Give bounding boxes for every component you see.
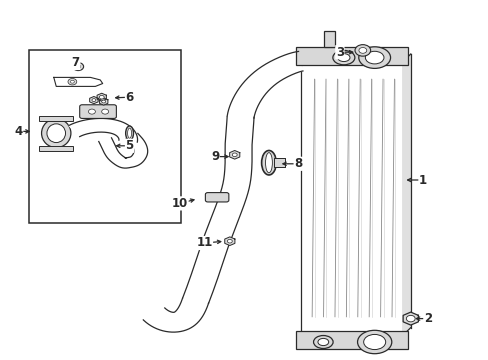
- Ellipse shape: [357, 330, 391, 354]
- Ellipse shape: [41, 119, 71, 148]
- Text: 7: 7: [72, 57, 80, 69]
- Polygon shape: [54, 77, 102, 86]
- Circle shape: [232, 153, 237, 157]
- Text: 5: 5: [125, 139, 133, 152]
- Polygon shape: [402, 312, 418, 325]
- Polygon shape: [69, 118, 137, 142]
- Circle shape: [73, 63, 83, 71]
- Text: 4: 4: [15, 125, 22, 138]
- Text: 3: 3: [335, 46, 343, 59]
- Circle shape: [99, 95, 104, 99]
- Circle shape: [406, 315, 414, 322]
- Text: 10: 10: [171, 197, 188, 210]
- Text: 6: 6: [125, 91, 133, 104]
- Bar: [273, 158, 284, 167]
- Ellipse shape: [125, 126, 133, 140]
- Ellipse shape: [358, 47, 390, 68]
- Polygon shape: [97, 93, 106, 101]
- Ellipse shape: [365, 51, 383, 64]
- Ellipse shape: [332, 50, 354, 65]
- Text: 9: 9: [211, 150, 219, 163]
- Bar: [323, 31, 335, 47]
- Circle shape: [227, 239, 232, 243]
- Bar: [39, 116, 73, 121]
- Ellipse shape: [265, 153, 272, 173]
- Polygon shape: [99, 98, 108, 105]
- Circle shape: [76, 65, 81, 68]
- Bar: [273, 158, 284, 167]
- Polygon shape: [403, 54, 410, 335]
- Ellipse shape: [127, 128, 131, 138]
- Ellipse shape: [337, 54, 349, 62]
- Polygon shape: [224, 237, 234, 246]
- Polygon shape: [99, 134, 147, 168]
- Ellipse shape: [261, 150, 276, 175]
- Text: 11: 11: [196, 237, 212, 249]
- Bar: [29, 50, 181, 223]
- Ellipse shape: [363, 334, 385, 350]
- Circle shape: [354, 45, 370, 56]
- Circle shape: [68, 78, 77, 85]
- Bar: [295, 331, 407, 349]
- Polygon shape: [89, 96, 98, 104]
- Polygon shape: [143, 298, 208, 332]
- FancyBboxPatch shape: [205, 193, 228, 202]
- Ellipse shape: [47, 124, 65, 143]
- Circle shape: [88, 109, 95, 114]
- Circle shape: [102, 109, 108, 114]
- Polygon shape: [229, 150, 239, 159]
- Circle shape: [70, 80, 74, 83]
- Ellipse shape: [313, 336, 332, 348]
- Polygon shape: [183, 117, 253, 303]
- Ellipse shape: [317, 338, 328, 346]
- Text: 2: 2: [423, 312, 431, 325]
- Circle shape: [92, 99, 96, 102]
- Bar: [39, 146, 73, 151]
- Bar: [300, 61, 403, 335]
- Circle shape: [358, 48, 366, 53]
- FancyBboxPatch shape: [80, 105, 116, 118]
- Circle shape: [102, 100, 105, 103]
- Bar: [295, 47, 407, 65]
- Text: 8: 8: [294, 157, 302, 170]
- Polygon shape: [227, 51, 303, 118]
- Text: 1: 1: [418, 174, 426, 186]
